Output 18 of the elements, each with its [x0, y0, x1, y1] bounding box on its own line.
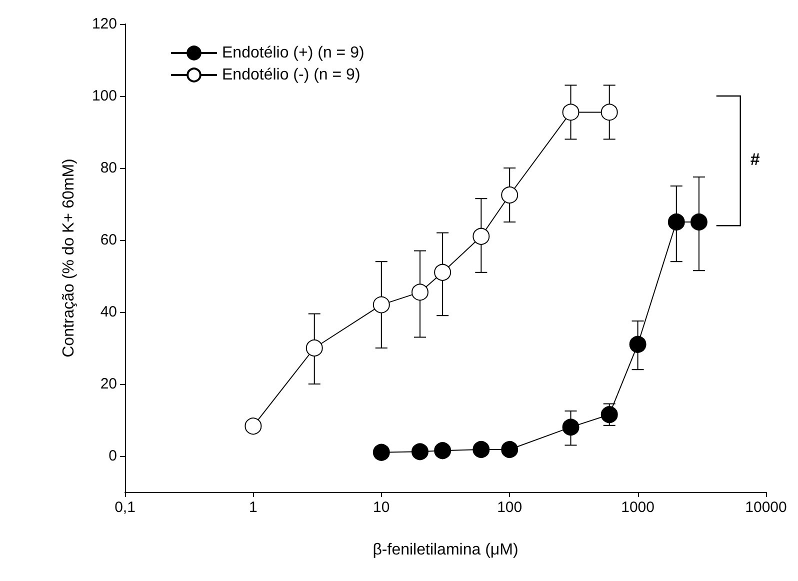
y-tick-label: 100: [92, 88, 117, 104]
x-tick-label: 100: [497, 499, 522, 516]
x-tick-label: 10000: [745, 499, 787, 516]
y-tick-label: 20: [100, 376, 117, 392]
legend-label: Endotélio (+) (n = 9): [222, 44, 364, 62]
x-tick-label: 0,1: [114, 499, 136, 516]
x-tick-label: 1000: [621, 499, 654, 516]
y-tick-label: 120: [92, 16, 117, 32]
x-tick-label: 1: [249, 499, 258, 516]
y-tick-label: 60: [100, 232, 117, 248]
legend-label: Endotélio (-) (n = 9): [222, 66, 360, 84]
y-tick-label: 40: [100, 304, 117, 320]
annotation: #: [750, 150, 760, 169]
y-axis-title: Contração (% do K+ 60mM): [60, 158, 78, 358]
x-tick-label: 10: [373, 499, 390, 516]
y-tick-label: 0: [108, 448, 117, 464]
y-tick-label: 80: [100, 160, 117, 176]
x-axis-title: β-feniletilamina (μM): [372, 542, 518, 558]
